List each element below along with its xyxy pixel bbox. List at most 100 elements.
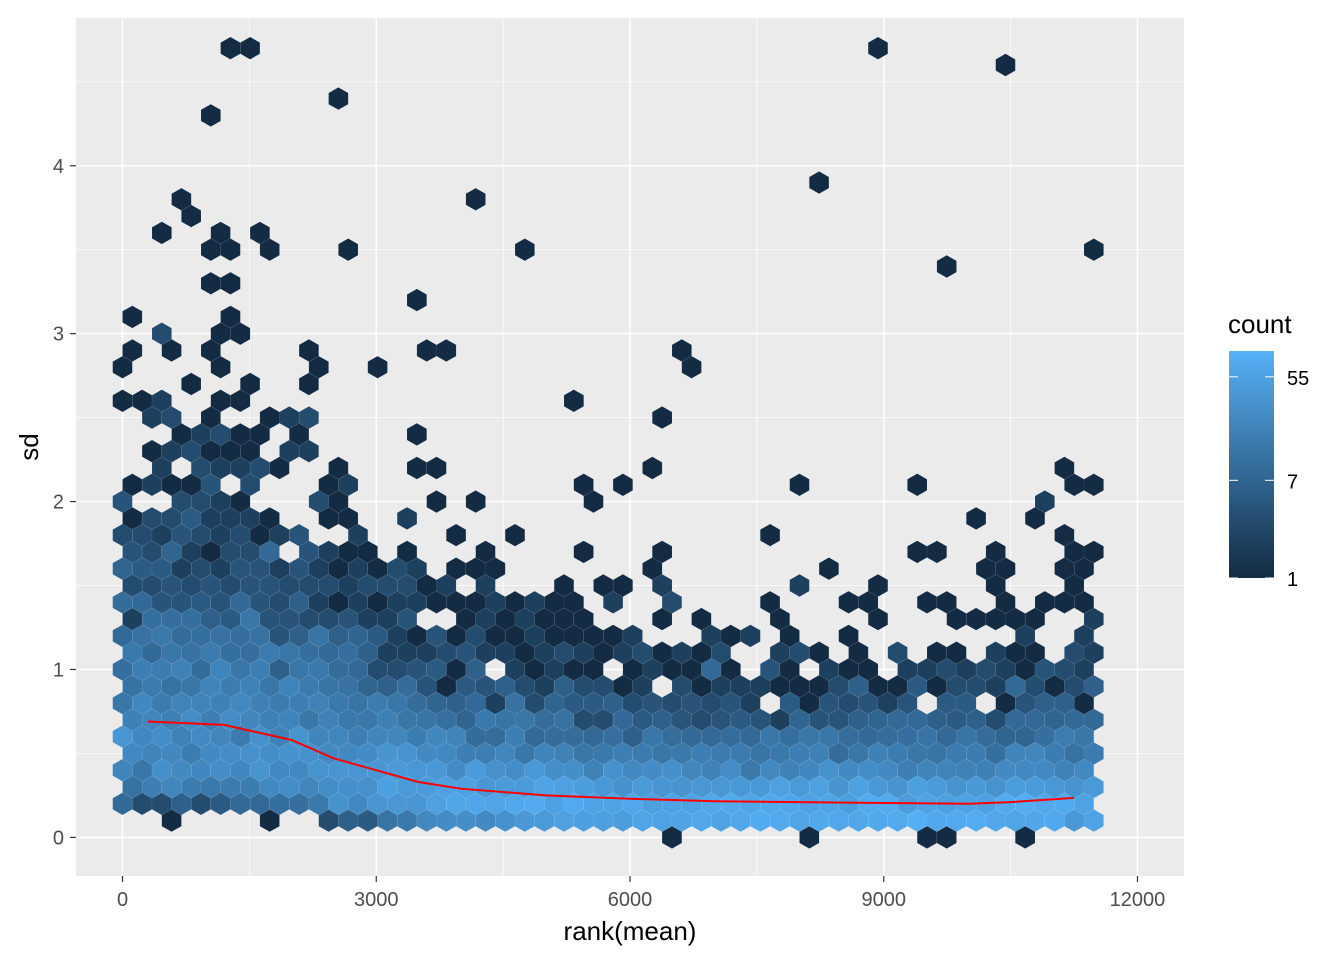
hex-bin	[298, 339, 319, 362]
hex-bin	[181, 372, 202, 396]
hex-bin	[661, 825, 683, 849]
hex-bin	[465, 187, 486, 211]
hex-bin	[789, 574, 810, 597]
y-axis-title: sd	[14, 433, 44, 460]
legend-break-label: 55	[1287, 368, 1309, 390]
hex-bin	[809, 641, 830, 665]
hex-bin	[681, 355, 702, 379]
y-tick-label: 2	[53, 492, 64, 514]
hex-bin	[573, 473, 594, 497]
hex-bin	[200, 103, 221, 127]
hex-bin	[122, 339, 143, 362]
hex-bin	[240, 36, 261, 60]
hex-bin	[966, 506, 987, 530]
hex-bin	[573, 540, 594, 564]
hex-bin	[818, 557, 839, 581]
hex-bin	[259, 506, 280, 530]
hex-bin	[612, 473, 633, 497]
legend-title: count	[1228, 309, 1292, 339]
hex-bin	[504, 523, 526, 547]
hex-bin	[936, 255, 957, 278]
hex-bin	[1083, 540, 1104, 564]
hex-bin	[760, 523, 781, 547]
hex-bin	[1034, 490, 1055, 514]
hex-bin	[809, 171, 830, 194]
hex-bin	[171, 187, 192, 211]
hex-bin	[406, 288, 427, 312]
hex-bin	[936, 825, 957, 849]
hex-bin	[328, 87, 349, 111]
hex-bin	[995, 53, 1016, 77]
hex-bin	[553, 574, 575, 597]
hex-bin	[1083, 238, 1104, 262]
hex-bin	[426, 456, 447, 480]
hex-bin	[760, 590, 781, 614]
hex-bin	[652, 540, 673, 564]
hex-bin	[426, 490, 447, 514]
hex-bin	[985, 540, 1006, 564]
legend-break-label: 1	[1287, 569, 1298, 591]
hex-bin	[867, 574, 889, 597]
hex-bin	[887, 641, 908, 665]
hex-bin	[475, 540, 496, 564]
legend-colorbar	[1229, 351, 1274, 578]
y-axis: 0 1 2 3 4	[53, 156, 76, 849]
hex-bin	[642, 456, 663, 480]
hex-bin	[289, 523, 310, 547]
y-tick-label: 3	[53, 324, 64, 346]
hex-bin	[151, 322, 172, 346]
hex-bin	[151, 389, 172, 413]
hex-bin	[936, 590, 957, 614]
hex-bin	[691, 607, 712, 631]
hex-bin	[220, 271, 241, 295]
hex-bin	[367, 355, 388, 379]
hex-bin	[1054, 456, 1075, 480]
hex-bin	[328, 456, 349, 480]
hex-bin	[838, 624, 859, 648]
hex-bin	[298, 406, 319, 430]
hex-bin	[465, 490, 486, 514]
x-tick-label: 0	[117, 889, 128, 911]
hex-bin	[416, 339, 437, 362]
hex-bin	[926, 540, 947, 564]
hex-bin	[946, 641, 967, 665]
hex-bin	[652, 406, 673, 430]
x-tick-label: 6000	[608, 889, 653, 911]
hex-bin	[867, 36, 889, 60]
legend-break-label: 7	[1287, 471, 1298, 493]
y-tick-label: 1	[53, 659, 64, 681]
hex-bin	[446, 523, 467, 547]
y-tick-label: 4	[53, 156, 64, 178]
hex-bin	[563, 389, 584, 413]
hex-bin	[799, 825, 820, 849]
hex-bin	[200, 238, 221, 262]
x-tick-label: 3000	[354, 889, 399, 911]
hex-bin	[396, 540, 418, 564]
hex-bin	[612, 574, 633, 597]
hex-bin	[406, 422, 427, 446]
hex-bin	[240, 372, 261, 396]
hex-bin	[1015, 825, 1036, 849]
y-tick-label: 0	[53, 827, 64, 849]
trend-line	[147, 720, 1075, 805]
x-tick-label: 9000	[861, 889, 906, 911]
hex-bin	[259, 238, 280, 262]
x-tick-label: 12000	[1110, 889, 1166, 911]
hex-bin	[514, 238, 535, 262]
hex-bin	[338, 238, 359, 262]
hex-bin	[789, 473, 810, 497]
hex-bin	[396, 506, 418, 530]
hex-bin	[1054, 523, 1075, 547]
hex-bin	[622, 624, 643, 648]
x-axis: 0 3000 6000 9000 12000	[117, 876, 1165, 911]
legend: count 1 7 55	[1228, 309, 1309, 591]
hex-bin	[122, 305, 143, 329]
hex-bin	[151, 221, 172, 245]
hex-bin	[1083, 473, 1104, 497]
hex-bin	[740, 624, 761, 648]
x-axis-title: rank(mean)	[564, 916, 697, 946]
hex-bin	[220, 305, 241, 329]
hex-layer	[112, 36, 1104, 849]
hex-bin	[907, 473, 928, 497]
